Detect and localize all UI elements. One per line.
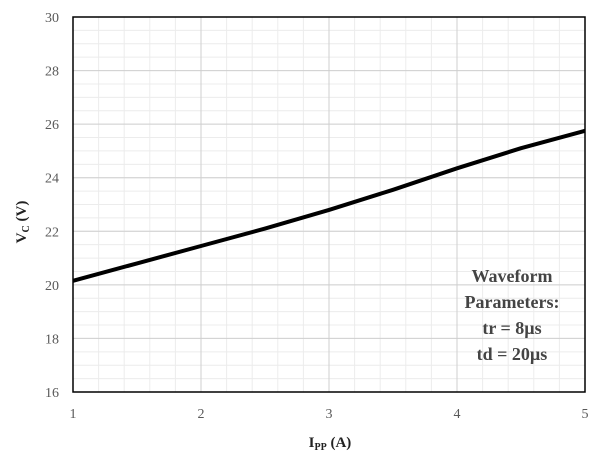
x-tick-label: 5 (582, 407, 589, 422)
y-tick-label: 22 (45, 225, 59, 240)
x-axis-title-sub: PP (315, 442, 327, 453)
y-tick-label: 28 (45, 65, 59, 80)
y-tick-label: 24 (45, 172, 59, 187)
y-axis-title-unit: (V) (14, 201, 30, 226)
x-axis-title-unit: (A) (327, 435, 352, 451)
x-tick-label: 2 (198, 407, 205, 422)
y-axis-title: VC (V) (14, 201, 32, 244)
y-axis-title-main: V (14, 232, 30, 243)
y-tick-label: 26 (45, 118, 59, 133)
series-layer (72, 128, 586, 283)
x-tick-labels: 1 2 3 4 5 (70, 407, 589, 422)
y-tick-labels: 16 18 20 22 24 26 28 30 (45, 11, 59, 401)
y-tick-label: 20 (45, 279, 59, 294)
annotation-line-2: Parameters: (465, 292, 560, 312)
y-tick-label: 30 (45, 11, 59, 26)
annotation-box: Waveform Parameters: tr = 8µs td = 20µs (465, 266, 560, 364)
y-tick-label: 18 (45, 332, 59, 347)
annotation-line-3: tr = 8µs (482, 318, 541, 338)
x-tick-label: 1 (70, 407, 77, 422)
annotation-line-1: Waveform (472, 266, 553, 286)
x-axis-title-main: I (309, 435, 315, 451)
annotation-line-4: td = 20µs (477, 344, 548, 364)
x-axis-title: IPP (A) (309, 435, 352, 453)
y-tick-label: 16 (45, 386, 59, 401)
plot-frame (72, 16, 586, 393)
x-tick-label: 4 (454, 407, 461, 422)
series-line (72, 128, 586, 283)
y-axis-title-sub: C (21, 225, 32, 232)
x-tick-label: 3 (326, 407, 333, 422)
